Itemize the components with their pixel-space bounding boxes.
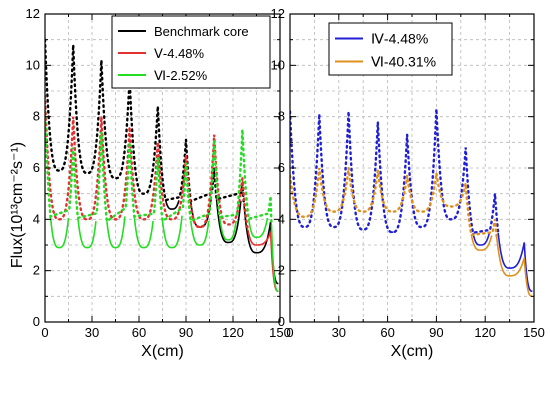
y-tick-label: 0 — [33, 314, 40, 329]
y-tick-label: 4 — [33, 211, 40, 226]
x-tick-label: 120 — [222, 325, 244, 340]
x-tick-label: 60 — [132, 325, 146, 340]
x-tick-label: 90 — [179, 325, 193, 340]
legend-label: Ⅵ-2.52% — [154, 68, 208, 83]
y-tick-label: 4 — [278, 211, 285, 226]
legend: Benchmark core Ⅴ-4.48% Ⅵ-2.52% — [111, 15, 271, 89]
right-chart-panel: 0 30 60 90 120 150024681012X(cm)Ⅳ-4.48%Ⅵ-40.3… — [271, 6, 545, 360]
series-peak-0-0 — [45, 38, 246, 206]
y-tick-label: 10 — [271, 57, 285, 72]
y-tick-label: 12 — [26, 6, 40, 21]
x-axis-label: X(cm) — [141, 343, 184, 360]
x-tick-label: 30 — [332, 325, 346, 340]
series-line-0-2 — [49, 215, 279, 292]
series-peak-1-1 — [290, 167, 498, 238]
legend-label: Benchmark core — [154, 24, 249, 39]
series-peak-0-2 — [45, 110, 273, 226]
y-tick-label: 6 — [33, 160, 40, 175]
series-group — [290, 108, 533, 298]
y-tick-label: 8 — [33, 109, 40, 124]
x-tick-label: 0 — [286, 325, 293, 340]
x-axis-label: X(cm) — [391, 343, 434, 360]
x-tick-label: 60 — [380, 325, 394, 340]
y-tick-label: 12 — [271, 6, 285, 21]
series-line-1-0 — [391, 231, 533, 292]
y-tick-label: 2 — [33, 263, 40, 278]
legend-box — [328, 22, 453, 76]
series-peak-1-0 — [290, 108, 500, 235]
y-axis-label: Flux(10¹³cm⁻²s⁻¹) — [9, 142, 26, 268]
legend-label: Ⅵ-40.31% — [371, 54, 436, 70]
y-tick-label: 6 — [278, 160, 285, 175]
x-tick-label: 150 — [269, 325, 291, 340]
y-tick-label: 2 — [278, 263, 285, 278]
legend: Ⅳ-4.48% Ⅵ-40.31% — [328, 22, 453, 76]
x-tick-label: 90 — [429, 325, 443, 340]
x-tick-label: 120 — [474, 325, 496, 340]
y-tick-label: 8 — [278, 109, 285, 124]
legend-label: Ⅴ-4.48% — [154, 46, 205, 61]
y-tick-label: 0 — [278, 314, 285, 329]
legend-label: Ⅳ-4.48% — [371, 31, 428, 47]
series-line-1-1 — [470, 234, 533, 298]
series-group — [45, 38, 279, 292]
x-tick-label: 0 — [41, 325, 48, 340]
y-tick-label: 10 — [26, 57, 40, 72]
x-tick-label: 150 — [523, 325, 545, 340]
x-tick-label: 30 — [85, 325, 99, 340]
